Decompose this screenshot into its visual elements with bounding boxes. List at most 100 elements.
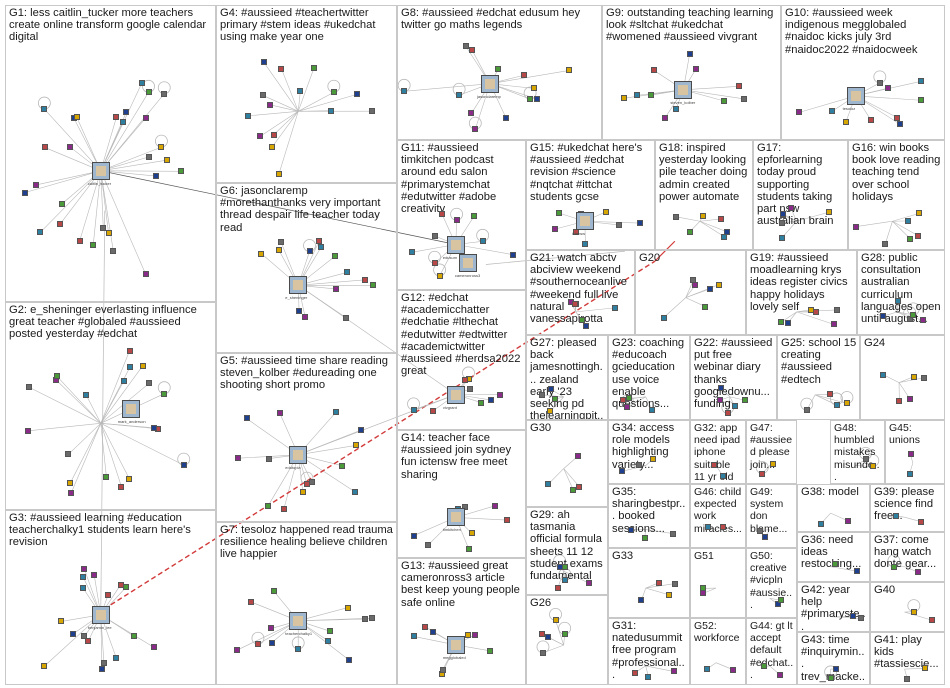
graph-node — [270, 131, 277, 138]
graph-node — [759, 470, 766, 477]
graph-node — [354, 91, 361, 98]
graph-node — [686, 228, 693, 235]
edge — [885, 221, 893, 244]
graph-node — [326, 628, 333, 635]
graph-node — [627, 526, 634, 533]
edge — [271, 111, 299, 148]
edge — [100, 365, 143, 424]
graph-node — [76, 237, 83, 244]
graph-node — [410, 633, 417, 640]
graph-node — [295, 645, 302, 652]
graph-node — [113, 654, 120, 661]
graph-node — [161, 90, 168, 97]
inter-cluster-edge — [100, 210, 106, 615]
graph-node — [339, 462, 346, 469]
graph-node — [260, 59, 267, 66]
graph-node — [704, 665, 711, 672]
cluster-label: G38: model — [801, 486, 859, 498]
graph-node — [919, 317, 926, 324]
graph-node — [233, 647, 240, 654]
graph-node — [910, 373, 917, 380]
edge — [92, 170, 102, 246]
graph-node — [69, 631, 76, 638]
graph-node — [495, 66, 502, 73]
cluster-label: G42: year help #primaryste... — [801, 584, 866, 632]
graph-node — [342, 314, 349, 321]
graph-node — [857, 615, 864, 622]
graph-node — [520, 72, 527, 79]
graph-node — [882, 240, 889, 247]
graph-node — [907, 396, 914, 403]
edge — [36, 170, 101, 186]
graph-node — [468, 110, 475, 117]
graph-node — [907, 235, 914, 242]
graph-node — [432, 233, 439, 240]
edge — [685, 297, 706, 307]
graph-node — [539, 391, 546, 398]
edge — [796, 211, 829, 222]
graph-node — [303, 481, 310, 488]
cluster-label: G34: access role models highlighting var… — [612, 422, 678, 471]
graph-node — [41, 106, 48, 113]
cluster-g51: G51 — [690, 548, 746, 618]
graph-node — [854, 568, 861, 575]
graph-node — [59, 200, 66, 207]
graph-node — [785, 319, 792, 326]
edge — [100, 146, 162, 172]
cluster-g46: G46: child expected work miracles... — [690, 484, 746, 548]
graph-node — [345, 657, 352, 664]
graph-node — [706, 286, 713, 293]
graph-node — [161, 390, 168, 397]
graph-node — [98, 666, 105, 673]
graph-node — [655, 579, 662, 586]
profile-picture-node — [446, 508, 465, 527]
graph-node — [138, 80, 145, 87]
graph-node — [65, 451, 72, 458]
graph-node — [571, 301, 578, 308]
graph-node — [37, 229, 44, 236]
edge — [273, 111, 299, 135]
cluster-label: G43: time #inquirymin... trev_macke... — [801, 634, 865, 684]
edge — [40, 170, 101, 233]
graph-node — [436, 272, 443, 279]
graph-node — [582, 241, 589, 247]
cluster-label: G47: #aussieed please join... — [750, 422, 793, 471]
graph-node — [268, 625, 275, 632]
cluster-g49: G49: system don blame... — [746, 484, 797, 548]
profile-picture-label: edusum — [442, 254, 458, 260]
graph-node — [275, 247, 282, 254]
graph-node — [438, 210, 445, 217]
graph-node — [650, 455, 657, 462]
graph-node — [826, 391, 833, 398]
graph-node — [270, 588, 277, 594]
graph-node — [724, 410, 731, 417]
edge — [575, 307, 615, 313]
edge — [699, 220, 728, 233]
graph-node — [544, 633, 551, 640]
graph-node — [267, 101, 274, 108]
graph-node — [113, 114, 120, 121]
graph-node — [56, 221, 63, 228]
cluster-g38: G38: model — [797, 484, 870, 532]
graph-node — [869, 463, 876, 470]
graph-node — [896, 398, 903, 405]
graph-node — [456, 92, 463, 99]
graph-node — [265, 502, 271, 509]
cluster-g10: G10: #aussieed week indigenous megglobal… — [781, 5, 945, 140]
cluster-g20: G20 — [635, 250, 746, 335]
cluster-label: G5: #aussieed time share reading steven_… — [220, 355, 392, 392]
edge — [815, 394, 848, 404]
cluster-label: G18: inspired yesterday looking pile tea… — [659, 142, 751, 203]
graph-node — [880, 313, 887, 320]
graph-node — [33, 181, 40, 188]
graph-node — [718, 215, 725, 222]
profile-picture-label: steven_kolber — [670, 99, 696, 105]
profile-picture-node — [121, 400, 140, 419]
cluster-label: G35: sharingbestpr... booked sessions... — [612, 486, 686, 535]
cluster-g7: G7: tesoloz happened read trauma resilie… — [216, 522, 397, 685]
graph-node — [660, 314, 667, 321]
graph-node — [896, 120, 903, 127]
graph-node — [276, 409, 283, 416]
graph-node — [827, 674, 834, 681]
cluster-label: G16: win books book love reading teachin… — [852, 142, 944, 203]
